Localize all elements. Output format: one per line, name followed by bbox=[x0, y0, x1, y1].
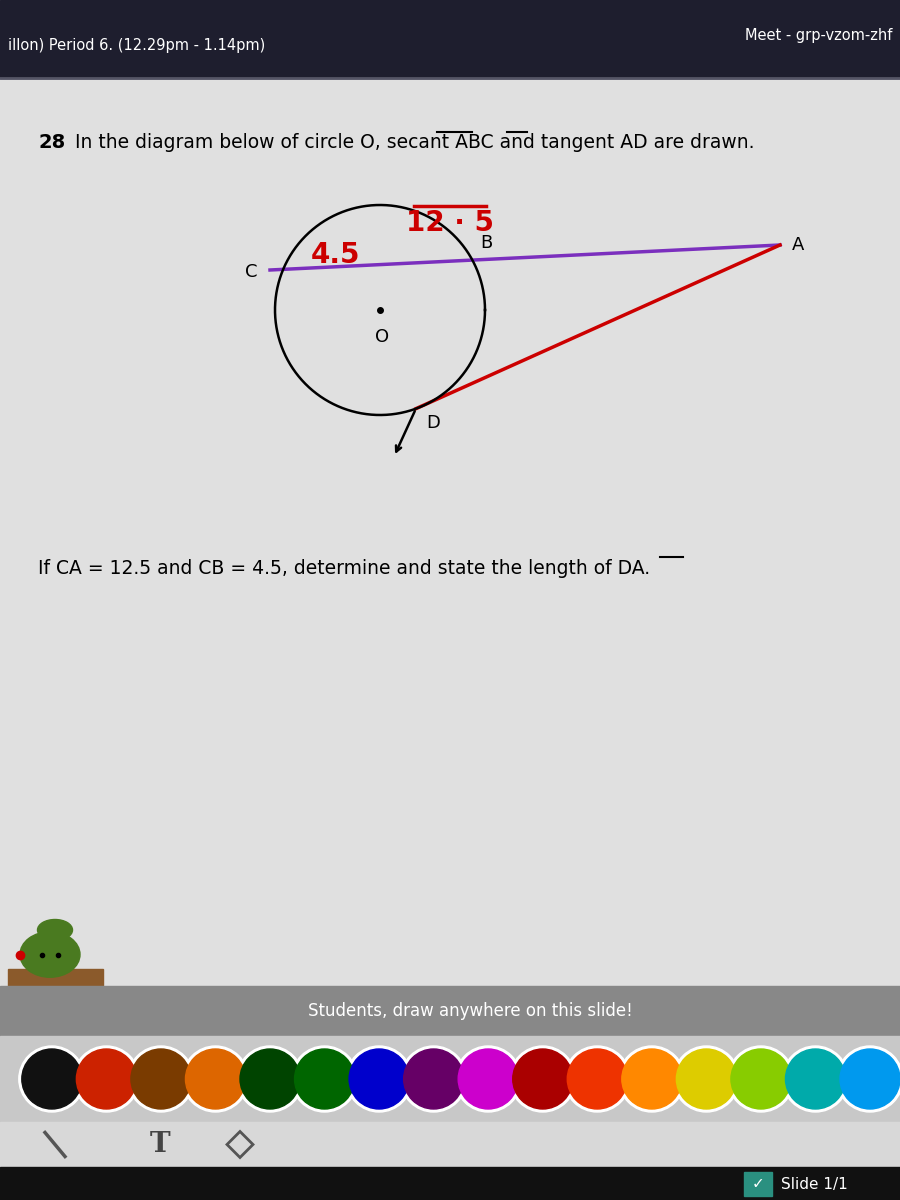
Circle shape bbox=[786, 1049, 845, 1109]
Circle shape bbox=[19, 1046, 85, 1112]
Bar bbox=[8, 968, 103, 986]
Circle shape bbox=[567, 1049, 627, 1109]
Circle shape bbox=[76, 1049, 137, 1109]
Circle shape bbox=[400, 1046, 466, 1112]
Circle shape bbox=[346, 1046, 412, 1112]
Circle shape bbox=[458, 1049, 518, 1109]
Circle shape bbox=[619, 1046, 685, 1112]
Text: ✓: ✓ bbox=[752, 1176, 764, 1192]
Text: In the diagram below of circle O, secant ABC and tangent AD are drawn.: In the diagram below of circle O, secant… bbox=[75, 133, 754, 152]
Circle shape bbox=[731, 1049, 791, 1109]
Circle shape bbox=[294, 1049, 355, 1109]
Text: A: A bbox=[792, 236, 805, 254]
Ellipse shape bbox=[20, 931, 80, 977]
Text: 12 · 5: 12 · 5 bbox=[406, 209, 494, 236]
Bar bbox=[0, 1166, 900, 1200]
Circle shape bbox=[837, 1046, 900, 1112]
Circle shape bbox=[840, 1049, 900, 1109]
Circle shape bbox=[292, 1046, 357, 1112]
Text: 4.5: 4.5 bbox=[310, 241, 360, 269]
Circle shape bbox=[130, 1049, 191, 1109]
Circle shape bbox=[728, 1046, 794, 1112]
Circle shape bbox=[128, 1046, 194, 1112]
FancyBboxPatch shape bbox=[744, 1172, 772, 1196]
Ellipse shape bbox=[38, 919, 73, 941]
Circle shape bbox=[74, 1046, 140, 1112]
Text: D: D bbox=[426, 414, 440, 432]
Circle shape bbox=[455, 1046, 521, 1112]
Text: illon) Period 6. (12.29pm - 1.14pm): illon) Period 6. (12.29pm - 1.14pm) bbox=[8, 37, 266, 53]
Text: Students, draw anywhere on this slide!: Students, draw anywhere on this slide! bbox=[308, 1002, 633, 1020]
Bar bbox=[0, 1122, 900, 1166]
Bar bbox=[0, 1036, 900, 1122]
Circle shape bbox=[509, 1046, 576, 1112]
Text: 28: 28 bbox=[38, 133, 65, 152]
Circle shape bbox=[349, 1049, 410, 1109]
Circle shape bbox=[677, 1049, 736, 1109]
Text: B: B bbox=[481, 234, 492, 252]
Circle shape bbox=[403, 1049, 464, 1109]
Text: If CA = 12.5 and CB = 4.5, determine and state the length of DA.: If CA = 12.5 and CB = 4.5, determine and… bbox=[38, 558, 650, 577]
Circle shape bbox=[673, 1046, 740, 1112]
Text: T: T bbox=[149, 1130, 170, 1158]
Text: O: O bbox=[375, 328, 389, 346]
Circle shape bbox=[237, 1046, 303, 1112]
Circle shape bbox=[564, 1046, 630, 1112]
Circle shape bbox=[240, 1049, 300, 1109]
Bar bbox=[0, 0, 900, 78]
Text: Slide 1/1: Slide 1/1 bbox=[781, 1176, 848, 1192]
Text: C: C bbox=[246, 263, 258, 281]
Circle shape bbox=[22, 1049, 82, 1109]
Circle shape bbox=[185, 1049, 246, 1109]
Circle shape bbox=[782, 1046, 849, 1112]
Text: Meet - grp-vzom-zhf: Meet - grp-vzom-zhf bbox=[744, 28, 892, 42]
Circle shape bbox=[513, 1049, 572, 1109]
Circle shape bbox=[183, 1046, 248, 1112]
Bar bbox=[0, 986, 900, 1036]
Circle shape bbox=[622, 1049, 682, 1109]
